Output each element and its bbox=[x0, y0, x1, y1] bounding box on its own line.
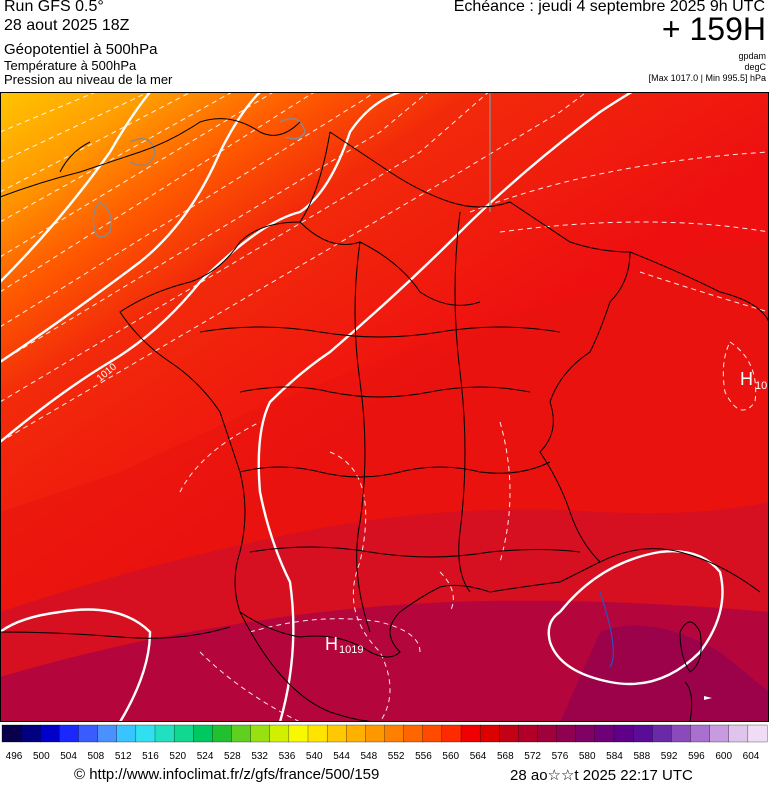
scale-cell bbox=[20, 724, 41, 743]
scale-tick-label: 592 bbox=[661, 751, 678, 762]
scale-cell bbox=[575, 724, 596, 743]
unit-gpdam: gpdam bbox=[738, 51, 766, 61]
scale-tick-label: 540 bbox=[306, 751, 323, 762]
high-pressure-1019: H 1019 bbox=[325, 634, 363, 656]
scale-cell bbox=[518, 724, 538, 743]
scale-tick-label: 604 bbox=[743, 751, 760, 762]
color-scale: 496 500 504 508 512 516 520 524 528 532 536 540 544 5… bbox=[1, 724, 768, 762]
scale-cell bbox=[613, 724, 634, 743]
temperature-label: Température à 500hPa bbox=[4, 58, 137, 73]
scale-tick-label: 568 bbox=[497, 751, 514, 762]
scale-tick-label: 524 bbox=[197, 751, 214, 762]
scale-cell bbox=[537, 724, 558, 743]
scale-tick-label: 516 bbox=[142, 751, 159, 762]
wind-marker bbox=[704, 696, 712, 700]
scale-cell bbox=[499, 724, 519, 743]
scale-tick-label: 556 bbox=[415, 751, 432, 762]
scale-cell bbox=[269, 724, 290, 743]
scale-cell bbox=[403, 724, 424, 743]
run-title: Run GFS 0.5° bbox=[4, 0, 104, 15]
scale-cell bbox=[594, 724, 615, 743]
isotherms bbox=[0, 92, 769, 722]
scale-cell bbox=[460, 724, 481, 743]
scale-cell bbox=[747, 724, 768, 743]
scale-cell bbox=[422, 724, 443, 743]
scale-cell bbox=[154, 724, 175, 743]
scale-cell bbox=[346, 724, 366, 743]
scale-tick-label: 504 bbox=[60, 751, 77, 762]
scale-cell bbox=[632, 724, 653, 743]
scale-tick-label: 560 bbox=[442, 751, 459, 762]
scale-cell bbox=[728, 724, 749, 743]
max-min-pressure: [Max 1017.0 | Min 995.5] hPa bbox=[648, 73, 766, 83]
scale-tick-label: 544 bbox=[333, 751, 350, 762]
blue-contour bbox=[599, 591, 614, 668]
high-value: 10 bbox=[755, 380, 767, 392]
scale-tick-label: 536 bbox=[279, 751, 296, 762]
scale-cell bbox=[40, 724, 60, 743]
scale-cell bbox=[135, 724, 156, 743]
scale-cell bbox=[97, 724, 118, 743]
scale-cell bbox=[384, 724, 405, 743]
high-letter: H bbox=[325, 634, 338, 654]
pressure-label: Pression au niveau de la mer bbox=[4, 72, 173, 87]
generation-timestamp: 28 ao☆☆t 2025 22:17 UTC bbox=[510, 767, 693, 784]
scale-cell bbox=[1, 724, 22, 743]
forecast-label: Echéance : jeudi 4 septembre 2025 9h UTC bbox=[453, 0, 765, 15]
scale-tick-label: 584 bbox=[606, 751, 623, 762]
scale-tick-label: 548 bbox=[361, 751, 378, 762]
scale-tick-label: 552 bbox=[388, 751, 405, 762]
scale-cell bbox=[671, 724, 691, 743]
scale-cell bbox=[556, 724, 577, 743]
purple-patch bbox=[560, 625, 769, 722]
coastlines bbox=[0, 118, 769, 722]
scale-cell bbox=[365, 724, 385, 743]
scale-tick-label: 496 bbox=[6, 751, 23, 762]
scale-cell bbox=[307, 724, 328, 743]
forecast-hours: + 159H bbox=[661, 11, 766, 47]
scale-tick-label: 576 bbox=[552, 751, 569, 762]
scale-tick-label: 588 bbox=[633, 751, 650, 762]
high-pressure-10: H 10 bbox=[740, 369, 767, 392]
scale-cell bbox=[193, 724, 213, 743]
scale-tick-label: 508 bbox=[88, 751, 105, 762]
scale-cell bbox=[709, 724, 730, 743]
scale-cell bbox=[690, 724, 711, 743]
scale-tick-label: 564 bbox=[470, 751, 487, 762]
unit-degc: degC bbox=[744, 62, 766, 72]
scale-tick-label: 512 bbox=[115, 751, 132, 762]
geopotential-lines bbox=[92, 92, 491, 238]
scale-cell bbox=[652, 724, 672, 743]
forecast-map: 1010 H 1019 H 10 bbox=[0, 92, 769, 722]
high-letter: H bbox=[740, 369, 753, 389]
scale-cell bbox=[116, 724, 137, 743]
scale-cell bbox=[288, 724, 309, 743]
scale-tick-label: 572 bbox=[524, 751, 541, 762]
scale-cell bbox=[78, 724, 99, 743]
scale-tick-label: 580 bbox=[579, 751, 596, 762]
scale-cell bbox=[173, 724, 194, 743]
scale-cell bbox=[479, 724, 500, 743]
scale-cell bbox=[326, 724, 347, 743]
scale-cell bbox=[212, 724, 232, 743]
scale-tick-label: 596 bbox=[688, 751, 705, 762]
run-date: 28 aout 2025 18Z bbox=[4, 17, 130, 34]
scale-tick-label: 532 bbox=[251, 751, 268, 762]
scale-tick-label: 520 bbox=[169, 751, 186, 762]
high-value: 1019 bbox=[339, 644, 363, 656]
scale-cell bbox=[59, 724, 79, 743]
scale-cell bbox=[250, 724, 271, 743]
scale-cell bbox=[231, 724, 252, 743]
geopotential-label: Géopotentiel à 500hPa bbox=[4, 41, 158, 58]
scale-tick-label: 500 bbox=[33, 751, 50, 762]
source-url[interactable]: © http://www.infoclimat.fr/z/gfs/france/… bbox=[74, 766, 380, 783]
scale-tick-label: 600 bbox=[715, 751, 732, 762]
scale-cell bbox=[441, 724, 462, 743]
scale-tick-label: 528 bbox=[224, 751, 241, 762]
